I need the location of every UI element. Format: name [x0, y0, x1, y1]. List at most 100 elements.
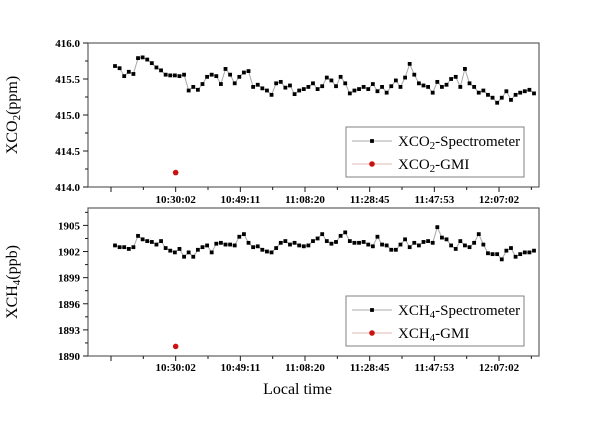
- data-point-square: [177, 247, 182, 251]
- data-point-square: [265, 88, 269, 93]
- data-point-square: [126, 69, 131, 74]
- data-point-square: [421, 240, 426, 244]
- data-point-square: [122, 245, 127, 250]
- subplot-XCH4: 1890 1893 1896 1899 1902 1905 10:30:02 10:49:11…: [4, 207, 540, 374]
- legend-entry: XCO2-Spectrometer: [352, 134, 520, 152]
- data-point-square: [334, 240, 338, 244]
- data-point-square: [412, 240, 417, 245]
- data-point-square: [311, 81, 315, 86]
- data-point-square: [444, 82, 449, 87]
- data-point-square: [449, 77, 454, 81]
- data-point-square: [219, 82, 223, 86]
- data-point-square: [509, 246, 513, 250]
- data-point-square: [136, 56, 140, 61]
- data-point-square: [444, 237, 449, 242]
- data-point-square: [223, 67, 228, 71]
- data-point-square: [476, 90, 481, 95]
- data-point-square: [145, 57, 150, 62]
- data-point-square: [191, 254, 196, 259]
- data-point-square: [393, 247, 398, 252]
- data-point-square: [168, 248, 173, 253]
- data-point-square: [499, 95, 504, 100]
- data-point-square: [274, 81, 279, 86]
- data-point-square: [453, 247, 458, 251]
- data-point-square: [320, 84, 325, 89]
- data-point-square: [532, 91, 536, 96]
- data-point-square: [416, 243, 421, 248]
- plot-frame: [87, 207, 540, 357]
- data-point-square: [463, 67, 467, 71]
- data-point-square: [426, 85, 430, 89]
- data-point-square: [366, 87, 371, 91]
- data-point-square: [131, 72, 136, 76]
- legend-box: [345, 126, 525, 178]
- data-point-square: [375, 234, 380, 239]
- y-tick-label: 1893: [58, 325, 81, 337]
- legend: XCO2-Spectrometer XCO2-GMI: [345, 126, 525, 178]
- data-point-square: [430, 240, 435, 245]
- data-point-square: [232, 243, 237, 248]
- data-point-square: [195, 247, 200, 252]
- data-point-square: [407, 245, 412, 250]
- y-tick-label: 414.5: [55, 146, 80, 158]
- data-point-square: [172, 73, 177, 78]
- data-point-square: [416, 81, 421, 86]
- data-point-square: [338, 74, 343, 79]
- data-point-square: [440, 235, 444, 240]
- data-point-square: [458, 239, 463, 243]
- data-point-square: [251, 245, 256, 250]
- data-point-square: [246, 69, 251, 73]
- data-point-square: [513, 254, 518, 259]
- y-axis-label: XCH4(ppb): [4, 245, 23, 319]
- data-point-square: [430, 90, 435, 95]
- data-point-square: [200, 82, 205, 86]
- x-tick-label: 10:49:11: [220, 362, 260, 374]
- spectrometer-series-markers: [113, 225, 536, 262]
- data-point-square: [126, 247, 131, 251]
- legend-label: XCH4-GMI: [398, 326, 469, 344]
- data-point-square: [145, 239, 150, 243]
- data-point-square: [421, 83, 426, 88]
- data-point-square: [113, 64, 117, 68]
- data-point-square: [136, 233, 140, 238]
- data-point-square: [324, 75, 329, 80]
- data-point-square: [398, 85, 403, 89]
- data-point-square: [140, 55, 145, 60]
- data-point-square: [509, 97, 513, 102]
- data-point-square: [205, 74, 209, 79]
- data-point-square: [205, 243, 209, 248]
- y-tick-label: 1902: [58, 247, 81, 259]
- data-point-square: [255, 244, 260, 249]
- data-point-square: [366, 242, 371, 247]
- data-point-square: [214, 241, 219, 246]
- data-point-square: [246, 240, 251, 245]
- spectrometer-series-markers: [113, 55, 536, 105]
- data-point-square: [380, 85, 384, 89]
- data-point-square: [117, 66, 122, 71]
- data-point-square: [518, 90, 523, 95]
- data-point-square: [140, 237, 145, 242]
- data-point-square: [490, 95, 495, 100]
- x-tick-label: 11:08:20: [285, 194, 325, 206]
- data-point-square: [182, 254, 186, 259]
- data-point-square: [251, 85, 256, 89]
- data-point-square: [361, 240, 366, 244]
- data-point-square: [200, 245, 205, 250]
- gmi-data-point: [172, 169, 179, 176]
- data-point-square: [329, 241, 334, 246]
- data-point-square: [504, 89, 509, 94]
- data-point-square: [490, 252, 495, 257]
- data-point-square: [513, 92, 518, 97]
- legend-circle-marker-icon: [369, 330, 375, 336]
- data-point-square: [449, 243, 454, 248]
- data-point-square: [370, 244, 375, 249]
- data-point-square: [191, 85, 196, 89]
- data-point-square: [223, 242, 228, 247]
- data-point-square: [163, 246, 168, 250]
- legend-box: [345, 295, 525, 347]
- data-point-square: [518, 252, 523, 257]
- data-point-square: [495, 100, 500, 105]
- legend-square-marker-icon: [370, 139, 374, 143]
- data-point-square: [357, 87, 361, 91]
